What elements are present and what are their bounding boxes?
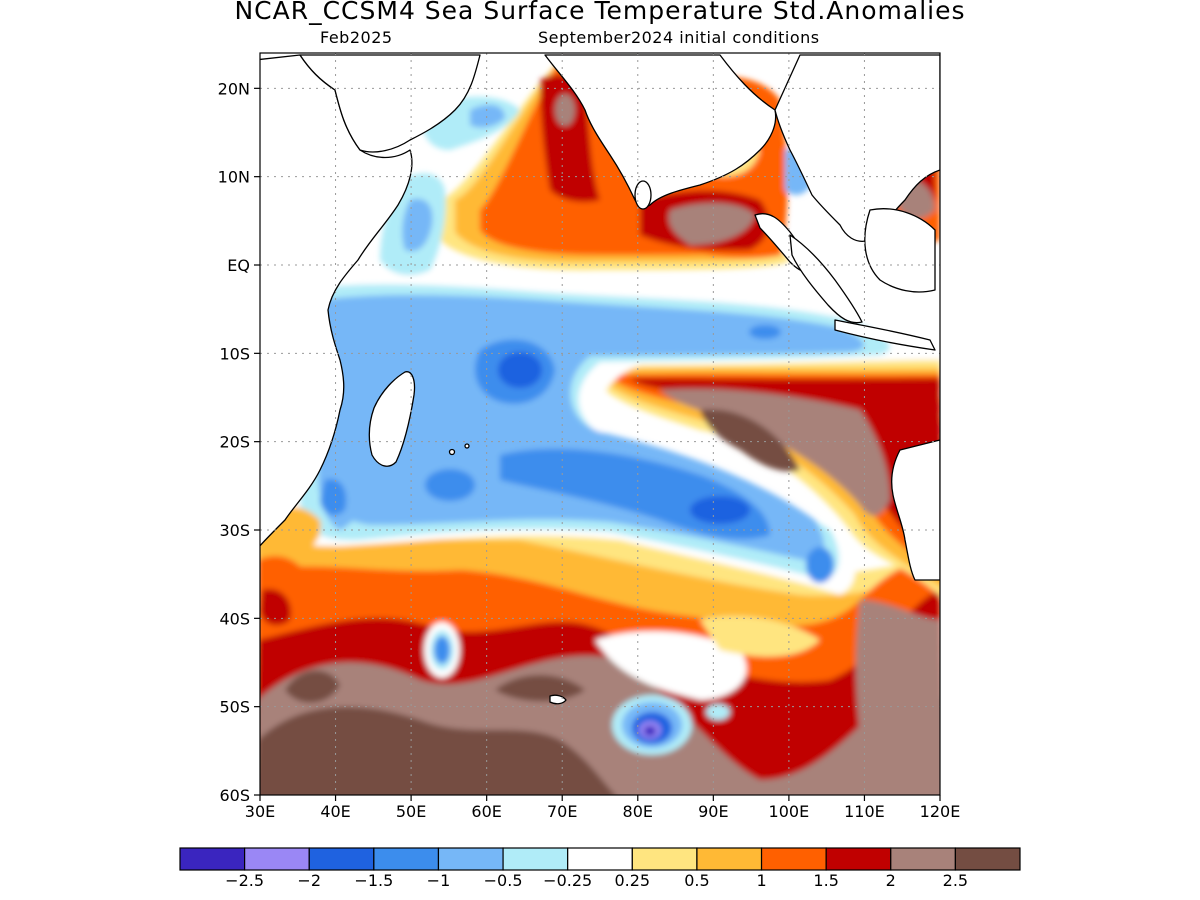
colorbar-swatch bbox=[244, 847, 310, 871]
lon-tick-label: 50E bbox=[396, 802, 426, 821]
colorbar-swatch bbox=[631, 847, 698, 871]
lon-tick-label: 60E bbox=[471, 802, 501, 821]
colorbar-swatch bbox=[567, 847, 633, 871]
colorbar-label: 1 bbox=[756, 871, 766, 890]
colorbar-legend: −2.5 −2 −1.5 −1 −0.5 −0.25 0.25 0.5 1 1.5 2 2.5 bbox=[179, 847, 1021, 890]
latitude-axis: 20N 10N EQ 10S 20S 30S 40S 50S 60S bbox=[218, 79, 260, 805]
se-indian-rose bbox=[660, 388, 890, 516]
colorbar-swatch bbox=[696, 847, 763, 871]
colorbar-label: 2.5 bbox=[943, 871, 968, 890]
colorbar-swatch bbox=[373, 847, 440, 871]
southeast-asia-coast bbox=[774, 54, 940, 242]
colorbar-swatch bbox=[437, 847, 504, 871]
lat-tick-label: 40S bbox=[219, 609, 250, 628]
colorbar-label: 0.25 bbox=[614, 871, 650, 890]
lon-tick-label: 30E bbox=[245, 802, 275, 821]
reunion-island bbox=[464, 443, 470, 449]
colorbar-swatch bbox=[760, 847, 827, 871]
colorbar-label: −2.5 bbox=[225, 871, 264, 890]
lat-tick-label: 30S bbox=[219, 521, 250, 540]
colorbar-swatch bbox=[954, 847, 1021, 871]
forecast-month-label: Feb2025 bbox=[320, 28, 393, 47]
colorbar-swatch bbox=[890, 847, 956, 871]
lat-tick-label: 10N bbox=[218, 168, 250, 187]
colorbar-label: 2 bbox=[886, 871, 896, 890]
madagascar bbox=[368, 371, 416, 467]
lat-tick-label: 60S bbox=[219, 786, 250, 805]
australia-coast bbox=[891, 439, 940, 581]
anomaly-field bbox=[260, 53, 940, 795]
arabia-coast bbox=[299, 54, 481, 153]
land-masses bbox=[260, 54, 940, 705]
lon-tick-label: 40E bbox=[320, 802, 350, 821]
colorbar-swatch bbox=[308, 847, 375, 871]
colorbar-label: −1 bbox=[427, 871, 451, 890]
southern-ocean-brown bbox=[260, 706, 616, 795]
colorbar-label: −0.25 bbox=[543, 871, 592, 890]
colorbar-label: −2 bbox=[297, 871, 321, 890]
lat-tick-label: EQ bbox=[227, 256, 250, 275]
map-frame bbox=[259, 52, 941, 796]
colorbar-swatch bbox=[502, 847, 569, 871]
java bbox=[834, 319, 936, 351]
lat-tick-label: 20N bbox=[218, 79, 250, 98]
lon-tick-label: 120E bbox=[920, 802, 961, 821]
lon-tick-label: 80E bbox=[623, 802, 653, 821]
mauritius-island bbox=[448, 448, 456, 456]
lon-tick-label: 90E bbox=[698, 802, 728, 821]
colorbar-swatch bbox=[179, 847, 246, 871]
lon-tick-label: 100E bbox=[769, 802, 810, 821]
colorbar-swatch bbox=[825, 847, 892, 871]
colorbar-label: 1.5 bbox=[813, 871, 838, 890]
lon-tick-label: 70E bbox=[547, 802, 577, 821]
sri-lanka bbox=[634, 180, 652, 210]
lat-tick-label: 20S bbox=[219, 433, 250, 452]
lat-lon-grid bbox=[260, 53, 940, 795]
sumatra bbox=[789, 234, 863, 324]
lat-tick-label: 10S bbox=[219, 344, 250, 363]
initial-conditions-label: September2024 initial conditions bbox=[538, 28, 820, 47]
lon-tick-label: 110E bbox=[844, 802, 885, 821]
colorbar-label: 0.5 bbox=[684, 871, 709, 890]
colorbar-label: −0.5 bbox=[484, 871, 523, 890]
india-coast bbox=[544, 54, 777, 209]
longitude-axis: 30E 40E 50E 60E 70E 80E 90E 100E 110E 120E bbox=[245, 795, 961, 821]
colorbar-label: −1.5 bbox=[354, 871, 393, 890]
lat-tick-label: 50S bbox=[219, 698, 250, 717]
map-title: NCAR_CCSM4 Sea Surface Temperature Std.A… bbox=[234, 0, 966, 25]
borneo bbox=[864, 208, 936, 293]
